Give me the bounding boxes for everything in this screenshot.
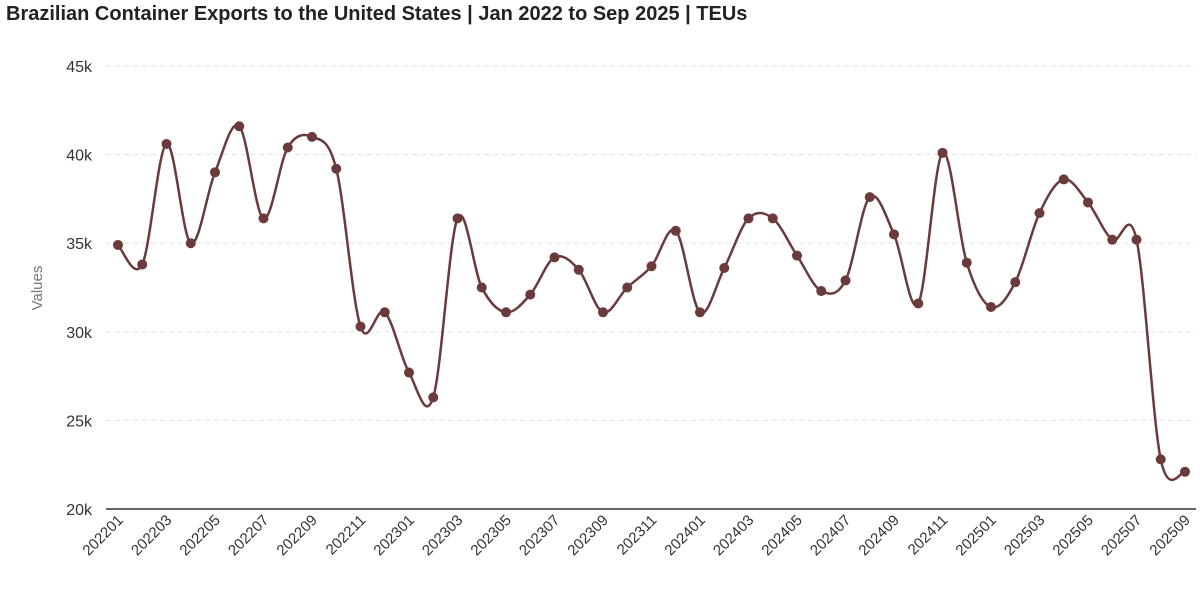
- data-point-202312: [670, 225, 681, 236]
- x-tick-label: 202507: [1098, 512, 1145, 559]
- data-point-202301: [404, 367, 414, 378]
- data-point-202506: [1107, 234, 1118, 245]
- y-axis: 20k 25k 30k 35k 40k 45k: [66, 59, 93, 519]
- data-point-202206: [234, 121, 245, 132]
- data-point-202404: [767, 213, 778, 224]
- x-tick-label: 202211: [323, 512, 370, 559]
- data-point-202304: [476, 282, 487, 293]
- data-point-202509: [1180, 466, 1190, 477]
- x-tick-label: 202503: [1001, 512, 1048, 559]
- y-tick-label: 40k: [66, 148, 93, 165]
- data-point-202401: [695, 307, 705, 318]
- x-tick-label: 202509: [1146, 512, 1193, 559]
- data-point-202302: [428, 392, 439, 403]
- data-points: [113, 121, 1190, 477]
- data-point-202305: [501, 307, 511, 318]
- data-point-202408: [864, 192, 875, 203]
- x-axis: 202201 202203 202205 202207 202209 202211 2023…: [79, 512, 1193, 559]
- data-point-202211: [355, 321, 366, 332]
- data-point-202201: [113, 239, 123, 250]
- data-point-202308: [573, 264, 584, 275]
- gridlines: [106, 65, 1196, 421]
- data-point-202410: [913, 298, 924, 309]
- data-point-202406: [816, 286, 827, 297]
- data-point-202501: [986, 301, 996, 312]
- series-line: [117, 123, 1187, 482]
- data-point-202407: [840, 275, 851, 286]
- data-point-202507: [1131, 234, 1142, 245]
- data-point-202412: [961, 257, 972, 268]
- y-tick-label: 20k: [66, 502, 93, 519]
- data-point-202209: [307, 131, 317, 142]
- x-tick-label: 202409: [855, 512, 902, 559]
- data-point-202409: [889, 229, 899, 240]
- y-tick-label: 25k: [66, 413, 93, 430]
- x-tick-label: 202505: [1049, 512, 1096, 559]
- x-tick-label: 202407: [807, 512, 854, 559]
- data-point-202502: [1010, 277, 1021, 288]
- x-tick-label: 202405: [758, 512, 805, 559]
- x-tick-label: 202403: [710, 512, 757, 559]
- chart-title: Brazilian Container Exports to the Unite…: [6, 3, 748, 25]
- data-point-202203: [161, 138, 172, 149]
- data-point-202204: [185, 238, 196, 249]
- data-point-202504: [1058, 174, 1069, 185]
- x-tick-label: 202309: [564, 512, 611, 559]
- data-point-202503: [1034, 208, 1045, 219]
- data-point-202402: [719, 263, 730, 274]
- x-tick-label: 202205: [176, 512, 223, 559]
- data-point-202210: [331, 163, 342, 174]
- x-tick-label: 202411: [905, 512, 952, 559]
- data-point-202403: [743, 213, 754, 224]
- x-tick-label: 202301: [370, 512, 417, 559]
- x-tick-label: 202401: [661, 512, 708, 559]
- data-point-202202: [137, 259, 148, 270]
- data-point-202405: [792, 250, 802, 261]
- x-tick-label: 202501: [952, 512, 999, 559]
- data-point-202508: [1155, 454, 1166, 465]
- data-point-202307: [549, 252, 560, 263]
- x-tick-label: 202305: [467, 512, 514, 559]
- data-point-202310: [622, 282, 633, 293]
- y-tick-label: 45k: [66, 59, 93, 76]
- data-point-202208: [282, 142, 293, 153]
- y-axis-label: Values: [29, 266, 46, 311]
- x-tick-label: 202307: [516, 512, 563, 559]
- y-tick-label: 30k: [66, 325, 93, 342]
- data-point-202212: [379, 307, 390, 318]
- data-point-202205: [210, 167, 220, 178]
- data-point-202309: [598, 307, 608, 318]
- x-tick-label: 202207: [225, 512, 272, 559]
- data-point-202505: [1083, 197, 1093, 208]
- x-tick-label: 202311: [614, 512, 661, 559]
- data-point-202311: [646, 261, 657, 272]
- data-point-202306: [525, 289, 536, 300]
- data-point-202303: [452, 213, 463, 224]
- data-point-202207: [258, 213, 269, 224]
- x-tick-label: 202303: [419, 512, 466, 559]
- y-tick-label: 35k: [66, 236, 93, 253]
- data-point-202411: [937, 147, 948, 158]
- x-tick-label: 202203: [128, 512, 175, 559]
- x-tick-label: 202209: [273, 512, 320, 559]
